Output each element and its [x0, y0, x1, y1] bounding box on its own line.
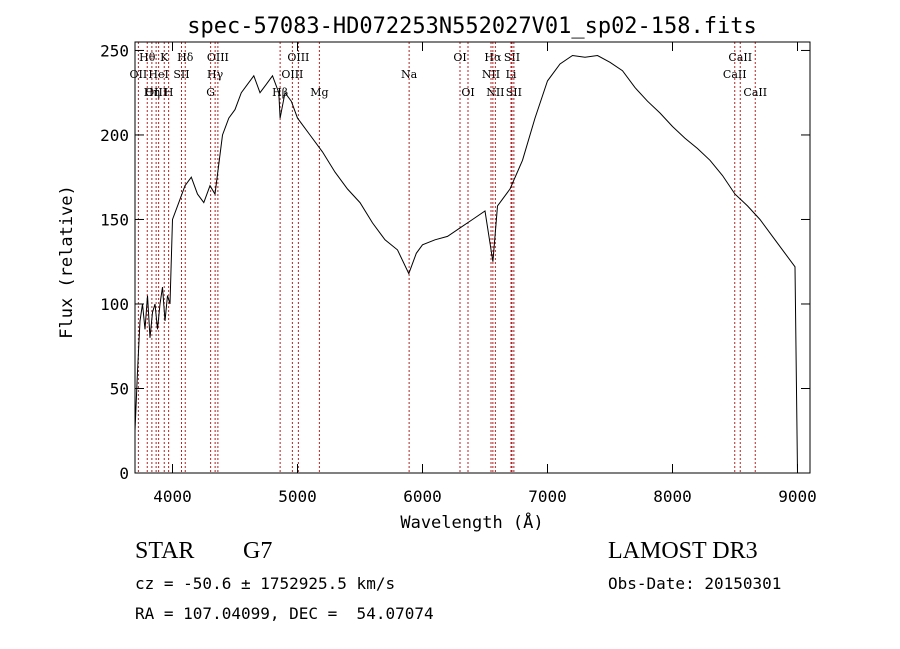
ra-dec-readout: RA = 107.04099, DEC = 54.07074 [135, 604, 434, 623]
spectral-line-label: SII [506, 86, 522, 99]
spectral-line-label: SII [173, 68, 189, 81]
obs-date-readout: Obs-Date: 20150301 [608, 574, 782, 593]
y-tick-label: 50 [110, 379, 129, 398]
y-axis: 0 50 100 150 200 250 [100, 41, 810, 483]
y-tick-label: 200 [100, 126, 129, 145]
x-tick-label: 7000 [528, 487, 567, 506]
spectral-line-label: Hγ [207, 68, 224, 81]
spectral-line-label: Na [401, 68, 418, 81]
spectral-line-label: OIII [281, 68, 303, 81]
x-axis-label: Wavelength (Å) [400, 511, 543, 533]
survey-name: LAMOST DR3 [608, 538, 758, 564]
spectral-line-label: H [164, 86, 174, 99]
y-tick-label: 250 [100, 41, 129, 60]
x-tick-label: 4000 [153, 487, 192, 506]
spectral-line-label: NII [482, 68, 500, 81]
spectral-line-label: CaII [723, 68, 747, 81]
spectral-line-label: OIII [145, 86, 167, 99]
spectral-line-label: OI [461, 86, 474, 99]
spectral-line-label: K [160, 51, 169, 64]
spectral-line-label: OIII [287, 51, 309, 64]
spectral-line-label: CaII [743, 86, 767, 99]
spectral-line-label: Hη [144, 86, 160, 99]
spectral-line-label: Hδ [177, 51, 194, 64]
spectral-line-label: Hα [484, 51, 502, 64]
spectral-line-label: NII [486, 86, 504, 99]
spectral-line-label: CaII [728, 51, 752, 64]
spectral-line-label: Mg [310, 86, 328, 99]
y-axis-label: Flux (relative) [57, 185, 77, 339]
spectral-line-label: G [206, 86, 215, 99]
x-tick-label: 8000 [653, 487, 692, 506]
spectral-line-label: Hβ [272, 86, 288, 99]
y-tick-label: 0 [119, 464, 129, 483]
object-subclass: G7 [243, 538, 273, 564]
x-axis: 4000 5000 6000 7000 8000 9000 [153, 42, 817, 506]
x-tick-label: 9000 [778, 487, 817, 506]
spectral-line-label: Li [506, 68, 517, 81]
object-class: STAR [135, 538, 195, 564]
y-tick-label: 100 [100, 295, 129, 314]
y-tick-label: 150 [100, 210, 129, 229]
x-tick-label: 6000 [403, 487, 442, 506]
spectrum-series [134, 54, 798, 474]
plot-frame [134, 41, 811, 474]
spectral-line-label: SII [504, 51, 520, 64]
spectral-line-label: OII [130, 68, 148, 81]
spectrum-line [134, 54, 798, 474]
redshift-readout: cz = -50.6 ± 1752925.5 km/s [135, 574, 396, 593]
spectral-line-label: OIII [207, 51, 229, 64]
spectral-line-label: Hθ [139, 51, 156, 64]
spectral-line-label: OI [453, 51, 466, 64]
chart-title: spec-57083-HD072253N552027V01_sp02-158.f… [187, 14, 757, 39]
spectral-line-label: HeI [148, 68, 168, 81]
x-tick-label: 5000 [278, 487, 317, 506]
